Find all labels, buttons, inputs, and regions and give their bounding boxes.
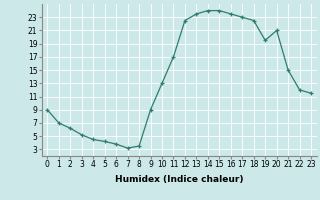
X-axis label: Humidex (Indice chaleur): Humidex (Indice chaleur) [115,175,244,184]
